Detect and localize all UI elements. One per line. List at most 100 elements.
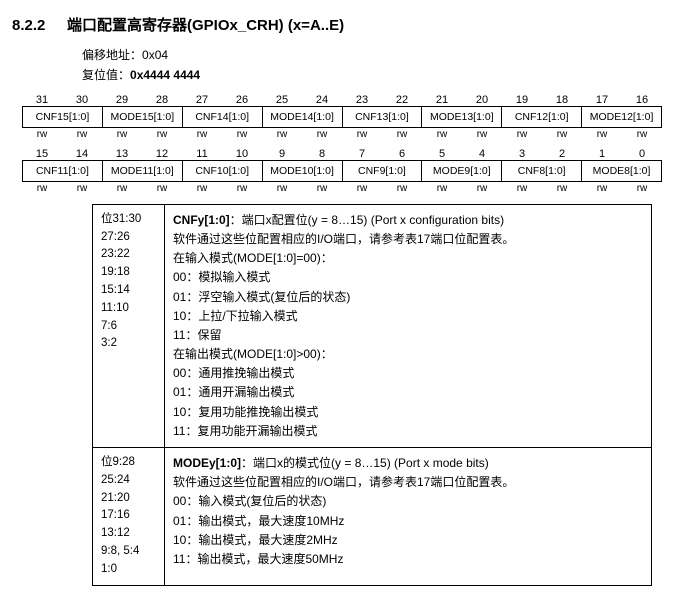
bit-field-cell: MODE8[1:0] [582,161,661,181]
bits-cell: 位31:3027:2623:2219:1815:1411:107:63:2 [93,204,165,447]
rw-label: rw [182,128,222,140]
rw-label: rw [302,128,342,140]
rw-label: rw [262,182,302,194]
bit-field-cell: CNF11[1:0] [23,161,103,181]
rw-label: rw [222,182,262,194]
bit-number: 13 [102,148,142,160]
rw-label: rw [582,182,622,194]
rw-label: rw [342,128,382,140]
bit-number: 26 [222,94,262,106]
description-line: 00：模拟输入模式 [173,268,643,287]
bit-number: 2 [542,148,582,160]
rw-label: rw [382,182,422,194]
description-line: 11：保留 [173,326,643,345]
bit-number: 3 [502,148,542,160]
section-heading: 端口配置高寄存器(GPIOx_CRH) (x=A..E) [67,17,344,34]
bit-number: 31 [22,94,62,106]
field-title: ：端口x配置位(y = 8…15) (Port x configuration … [230,213,504,227]
rw-label: rw [182,182,222,194]
bit-number: 19 [502,94,542,106]
bit-number: 0 [622,148,662,160]
rw-label: rw [462,128,502,140]
description-line: 01：输出模式，最大速度10MHz [173,512,643,531]
description-line: 01：浮空输入模式(复位后的状态) [173,288,643,307]
rw-label: rw [542,182,582,194]
bit-field-cell: CNF14[1:0] [183,107,263,127]
description-line: 10：上拉/下拉输入模式 [173,307,643,326]
bit-number: 15 [22,148,62,160]
offset-value: 0x04 [142,48,168,62]
rw-label: rw [582,128,622,140]
bit-cells-high: CNF15[1:0]MODE15[1:0]CNF14[1:0]MODE14[1:… [22,106,662,128]
bit-number: 12 [142,148,182,160]
rw-row-high: rwrwrwrwrwrwrwrwrwrwrwrwrwrwrwrw [22,128,662,140]
rw-label: rw [62,128,102,140]
bit-number: 29 [102,94,142,106]
bit-number: 6 [382,148,422,160]
section-title: 8.2.2端口配置高寄存器(GPIOx_CRH) (x=A..E) [12,14,677,35]
table-row: 位9:2825:2421:2017:1613:129:8, 5:41:0MODE… [93,448,652,586]
bit-layout-low: 1514131211109876543210 CNF11[1:0]MODE11[… [12,148,677,194]
description-line: 软件通过这些位配置相应的I/O端口，请参考表17端口位配置表。 [173,230,643,249]
field-title: ：端口x的模式位(y = 8…15) (Port x mode bits) [241,456,489,470]
rw-label: rw [622,182,662,194]
reset-label: 复位值： [82,68,130,82]
rw-label: rw [222,128,262,140]
reset-value: 0x4444 4444 [130,68,200,82]
rw-label: rw [142,128,182,140]
description-line: 00：输入模式(复位后的状态) [173,492,643,511]
rw-label: rw [22,128,62,140]
rw-label: rw [382,128,422,140]
bit-number: 27 [182,94,222,106]
rw-label: rw [62,182,102,194]
description-cell: CNFy[1:0]：端口x配置位(y = 8…15) (Port x confi… [165,204,652,447]
bit-field-cell: MODE10[1:0] [263,161,343,181]
description-line: 00：通用推挽输出模式 [173,364,643,383]
rw-label: rw [342,182,382,194]
bit-number: 5 [422,148,462,160]
description-line: 软件通过这些位配置相应的I/O端口，请参考表17端口位配置表。 [173,473,643,492]
bit-number: 20 [462,94,502,106]
bit-cells-low: CNF11[1:0]MODE11[1:0]CNF10[1:0]MODE10[1:… [22,160,662,182]
section-number: 8.2.2 [12,17,67,34]
bit-field-cell: CNF10[1:0] [183,161,263,181]
bit-number: 4 [462,148,502,160]
rw-label: rw [502,182,542,194]
bit-field-cell: MODE9[1:0] [422,161,502,181]
bit-number: 8 [302,148,342,160]
rw-label: rw [542,128,582,140]
description-table: 位31:3027:2623:2219:1815:1411:107:63:2CNF… [92,204,652,586]
bits-cell: 位9:2825:2421:2017:1613:129:8, 5:41:0 [93,448,165,586]
bit-field-cell: CNF12[1:0] [502,107,582,127]
offset-line: 偏移地址：0x04 [82,45,677,65]
bit-number: 1 [582,148,622,160]
rw-label: rw [262,128,302,140]
bit-number: 11 [182,148,222,160]
description-line: 在输出模式(MODE[1:0]>00)： [173,345,643,364]
bit-number: 21 [422,94,462,106]
bit-field-cell: CNF9[1:0] [343,161,423,181]
bit-number: 7 [342,148,382,160]
description-line: 11：输出模式，最大速度50MHz [173,550,643,569]
bit-number: 25 [262,94,302,106]
bit-number: 9 [262,148,302,160]
field-name: MODEy[1:0] [173,456,241,470]
bit-numbers-high: 31302928272625242322212019181716 [22,94,662,106]
bit-layout-high: 31302928272625242322212019181716 CNF15[1… [12,94,677,140]
reset-line: 复位值：0x4444 4444 [82,65,677,85]
rw-label: rw [302,182,342,194]
description-line: 01：通用开漏输出模式 [173,383,643,402]
rw-row-low: rwrwrwrwrwrwrwrwrwrwrwrwrwrwrwrw [22,182,662,194]
rw-label: rw [102,128,142,140]
description-line: 10：输出模式，最大速度2MHz [173,531,643,550]
bit-field-cell: MODE13[1:0] [422,107,502,127]
description-cell: MODEy[1:0]：端口x的模式位(y = 8…15) (Port x mod… [165,448,652,586]
description-line: 10：复用功能推挽输出模式 [173,403,643,422]
bit-number: 30 [62,94,102,106]
bit-number: 28 [142,94,182,106]
rw-label: rw [22,182,62,194]
rw-label: rw [462,182,502,194]
bit-number: 14 [62,148,102,160]
bit-field-cell: CNF8[1:0] [502,161,582,181]
rw-label: rw [502,128,542,140]
